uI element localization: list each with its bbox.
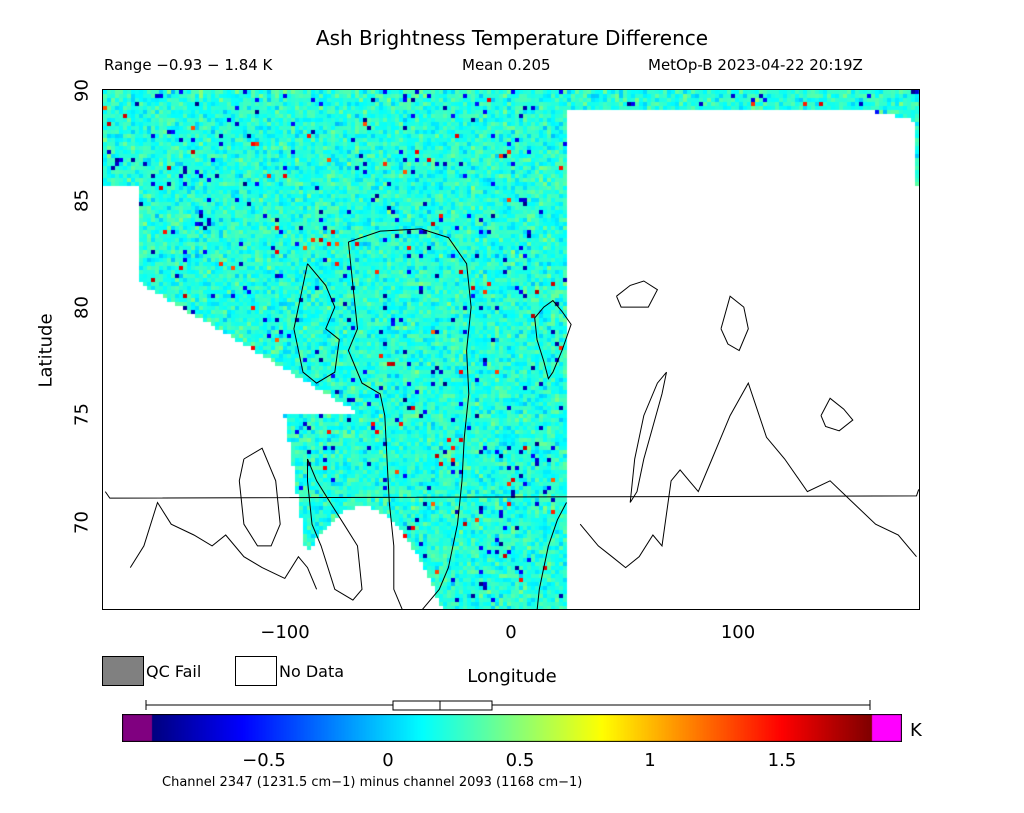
y-tick-75: 75 bbox=[71, 403, 93, 426]
y-tick-70: 70 bbox=[71, 511, 93, 534]
distribution-box-plot bbox=[145, 700, 871, 711]
coast-new-siberian bbox=[820, 397, 854, 432]
colorbar-tick-1: 1 bbox=[644, 750, 656, 771]
coast-baffin bbox=[307, 458, 363, 601]
x-tick-100: 100 bbox=[720, 622, 756, 643]
coast-ellesmere bbox=[293, 263, 340, 384]
coast-greenland-west bbox=[347, 241, 403, 609]
y-tick-85: 85 bbox=[71, 189, 93, 212]
channel-caption: Channel 2347 (1231.5 cm−1) minus channel… bbox=[162, 775, 583, 790]
x-tick-0: 0 bbox=[505, 622, 517, 643]
coast-scandinavia bbox=[536, 502, 567, 609]
mean-text: Mean 0.205 bbox=[462, 56, 551, 74]
map-plot-area bbox=[102, 89, 920, 610]
no-data-swatch bbox=[235, 656, 277, 686]
iqr-box bbox=[392, 700, 493, 711]
colorbar-tick-0.5: 0.5 bbox=[505, 750, 535, 771]
coast-eurasia bbox=[579, 381, 917, 569]
y-tick-90: 90 bbox=[71, 79, 93, 102]
chart-title: Ash Brightness Temperature Difference bbox=[315, 26, 709, 50]
colorbar-unit: K bbox=[910, 720, 922, 741]
no-data-label: No Data bbox=[279, 662, 345, 681]
colorbar-tick-0: 0 bbox=[382, 750, 394, 771]
x-tick-neg100: −100 bbox=[260, 622, 310, 643]
colorbar-tick-neg0.5: −0.5 bbox=[242, 750, 286, 771]
coast-greenland bbox=[348, 228, 472, 609]
coast-victoria bbox=[238, 447, 281, 547]
satellite-time-text: MetOp-B 2023-04-22 20:19Z bbox=[648, 56, 863, 74]
y-tick-80: 80 bbox=[71, 296, 93, 319]
coast-north-america bbox=[129, 501, 318, 590]
qc-fail-swatch bbox=[102, 656, 144, 686]
y-axis-title: Latitude bbox=[35, 313, 57, 388]
coast-franz-josef bbox=[616, 280, 659, 308]
coast-wrangel bbox=[104, 489, 919, 499]
colorbar-tick-1.5: 1.5 bbox=[767, 750, 797, 771]
range-text: Range −0.93 − 1.84 K bbox=[104, 56, 273, 74]
coast-svalbard bbox=[534, 299, 572, 380]
colorbar bbox=[122, 714, 902, 742]
coastlines bbox=[104, 228, 919, 609]
qc-fail-label: QC Fail bbox=[146, 662, 202, 681]
coast-severnaya-zemlya bbox=[720, 295, 749, 352]
x-axis-title: Longitude bbox=[467, 666, 557, 687]
heatmap-canvas bbox=[103, 90, 919, 609]
coast-novaya-zemlya bbox=[629, 371, 667, 503]
